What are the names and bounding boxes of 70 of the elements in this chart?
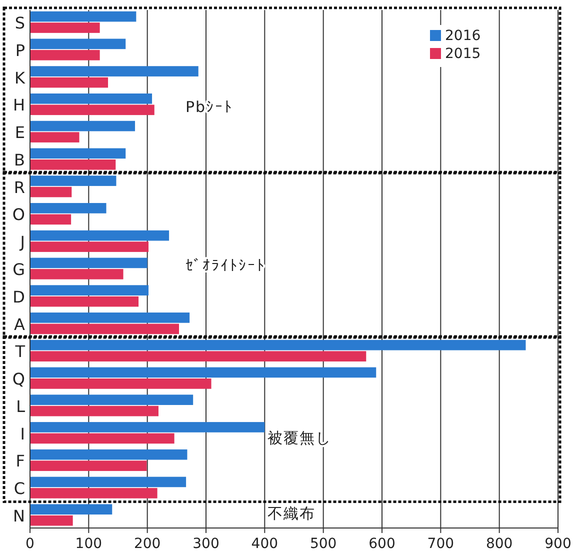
y-tick-label: T	[14, 342, 26, 362]
y-tick-label: H	[12, 96, 25, 115]
bar	[30, 242, 149, 252]
x-tick-label: 400	[251, 536, 278, 552]
x-tick-label: 200	[134, 536, 161, 552]
y-tick-label: B	[14, 150, 25, 170]
y-tick-label: O	[12, 205, 25, 224]
x-tick-label: 500	[310, 536, 337, 552]
y-tick-label: P	[15, 40, 26, 60]
bar	[30, 394, 194, 405]
y-tick-label: S	[14, 14, 25, 33]
x-tick-label: 900	[544, 536, 572, 552]
legend-label: 2015	[445, 46, 481, 62]
y-tick-label: N	[13, 506, 25, 526]
y-tick-label: Q	[12, 370, 25, 389]
bar	[30, 66, 198, 76]
bar	[30, 515, 73, 526]
y-tick-label: K	[14, 68, 26, 88]
bar	[30, 324, 180, 334]
x-tick-label: 600	[368, 536, 396, 552]
bar	[30, 406, 158, 416]
bar	[30, 340, 526, 350]
y-tick-label: G	[12, 260, 25, 279]
x-tick-label: 0	[26, 536, 34, 552]
bar	[30, 269, 124, 280]
bar	[30, 176, 116, 186]
bar	[30, 159, 116, 170]
bar	[30, 148, 126, 159]
bar	[30, 296, 139, 307]
bar	[30, 433, 174, 444]
bar	[30, 378, 212, 389]
bar	[30, 214, 72, 225]
y-tick-label: D	[12, 287, 25, 306]
bar	[30, 285, 149, 296]
x-tick-label: 100	[75, 536, 102, 552]
bar	[30, 94, 152, 104]
bar	[30, 367, 376, 378]
legend-label: 2016	[445, 28, 481, 44]
y-tick-label: C	[14, 479, 25, 498]
bar	[30, 351, 366, 362]
bar	[30, 38, 126, 50]
bar	[30, 22, 100, 33]
bar	[30, 460, 147, 471]
bar	[30, 449, 188, 460]
y-tick-label: L	[16, 396, 26, 416]
y-tick-label: I	[20, 424, 25, 444]
bar	[30, 132, 80, 142]
bar	[30, 476, 186, 488]
bar	[30, 230, 170, 241]
bar	[30, 203, 106, 214]
y-tick-label: A	[14, 314, 26, 334]
annotation: 不織布	[268, 504, 316, 522]
x-tick-label: 300	[192, 536, 220, 552]
x-tick-label: 800	[486, 536, 513, 552]
bar	[30, 504, 112, 515]
y-tick-label: J	[19, 232, 25, 252]
bar	[30, 312, 190, 323]
y-tick-label: R	[14, 178, 25, 197]
bar	[30, 422, 265, 432]
bar	[30, 120, 136, 132]
bar	[30, 488, 158, 498]
x-tick-label: 700	[427, 536, 454, 552]
bar	[30, 77, 108, 88]
bar	[30, 258, 148, 268]
y-tick-label: E	[14, 123, 25, 142]
bar	[30, 11, 136, 22]
bar	[30, 104, 154, 116]
bar	[30, 50, 100, 60]
bar	[30, 186, 72, 198]
y-tick-label: F	[16, 452, 25, 471]
